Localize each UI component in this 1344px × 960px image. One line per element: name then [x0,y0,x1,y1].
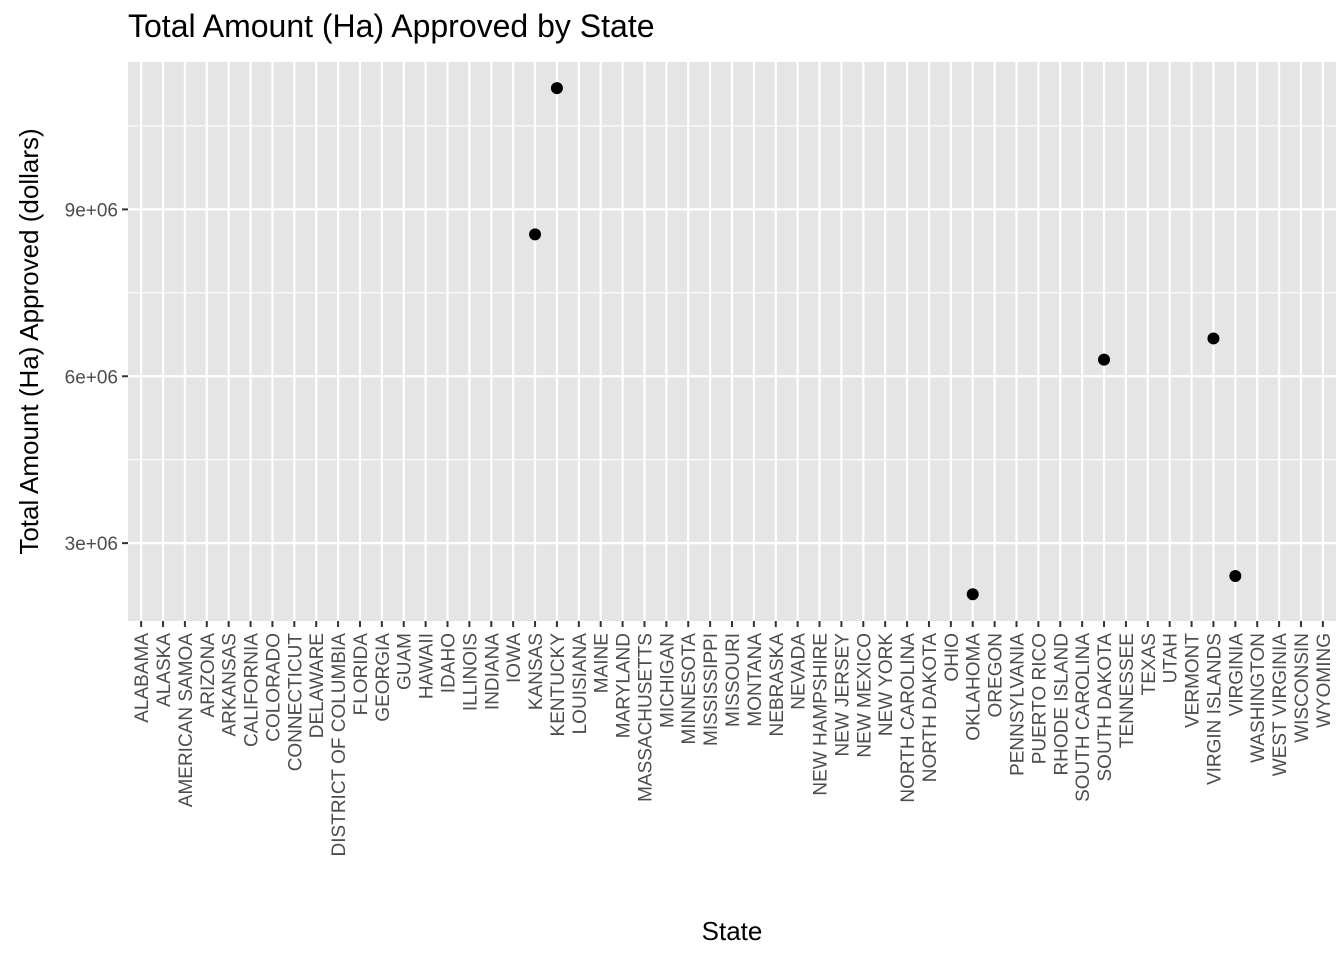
x-tick-label: GUAM [395,633,416,690]
x-tick-label: HAWAII [417,633,438,699]
data-point-0 [529,228,542,241]
y-tick-label: 9e+06 [65,200,118,221]
x-tick-label: TEXAS [1139,633,1160,695]
x-tick-label: SOUTH DAKOTA [1095,633,1116,782]
x-tick-label: NEW HAMPSHIRE [811,633,832,796]
chart-title: Total Amount (Ha) Approved by State [128,8,655,44]
x-tick-label: VIRGINIA [1226,633,1247,717]
x-tick-label: WASHINGTON [1248,633,1269,763]
x-tick-label: ILLINOIS [460,633,481,711]
x-tick-label: RHODE ISLAND [1051,633,1072,776]
x-tick-label: NEW JERSEY [832,633,853,757]
x-tick-label: MARYLAND [614,633,635,738]
x-tick-label: ALASKA [154,633,175,707]
x-tick-label: CONNECTICUT [285,633,306,772]
data-point-4 [1207,332,1220,345]
x-tick-label: NEW YORK [876,633,897,736]
x-tick-label: MASSACHUSETTS [635,633,656,802]
x-tick-label: LOUISIANA [570,633,591,735]
x-tick-label: CALIFORNIA [242,633,263,747]
x-axis-title: State [702,916,763,946]
data-point-5 [1229,569,1242,582]
x-tick-label: COLORADO [263,633,284,742]
x-tick-label: OREGON [986,633,1007,717]
x-tick-label: NEBRASKA [767,633,788,737]
x-tick-label: MINNESOTA [679,633,700,745]
data-point-3 [1098,353,1111,366]
x-tick-label: VIRGIN ISLANDS [1204,633,1225,785]
x-tick-label: PUERTO RICO [1029,633,1050,764]
data-point-1 [550,82,563,95]
x-tick-label: TENNESSEE [1117,633,1138,748]
y-axis-title: Total Amount (Ha) Approved (dollars) [14,128,44,554]
x-tick-label: INDIANA [482,633,503,710]
x-tick-label: WYOMING [1314,633,1335,728]
x-tick-label: FLORIDA [351,633,372,716]
x-tick-label: IOWA [504,633,525,683]
x-tick-label: MISSOURI [723,633,744,727]
x-tick-label: NORTH CAROLINA [898,633,919,803]
x-tick-label: NEW MEXICO [854,633,875,758]
x-tick-label: MONTANA [745,633,766,727]
data-points [529,82,1242,601]
axis-ticks [122,208,1324,627]
x-tick-label: ARIZONA [198,633,219,718]
y-tick-label: 3e+06 [65,534,118,555]
x-tick-label: ALABAMA [132,633,153,723]
x-tick-label: IDAHO [439,633,460,693]
x-tick-label: OHIO [942,633,963,682]
x-tick-label: GEORGIA [373,633,394,722]
x-tick-label: AMERICAN SAMOA [176,633,197,808]
x-tick-label: MISSISSIPPI [701,633,722,746]
x-tick-label: NEVADA [789,633,810,710]
x-tick-label: MICHIGAN [657,633,678,728]
x-tick-label: KANSAS [526,633,547,710]
tick-labels: 3e+06 6e+06 9e+06 ALABAMA ALASKA AMERICAN SAM… [65,200,1335,856]
x-tick-label: ARKANSAS [220,633,241,736]
x-tick-label: SOUTH CAROLINA [1073,633,1094,802]
x-tick-label: MAINE [592,633,613,693]
x-tick-label: DELAWARE [307,633,328,738]
y-tick-label: 6e+06 [65,367,118,388]
x-tick-label: NORTH DAKOTA [920,633,941,783]
x-tick-label: KENTUCKY [548,633,569,737]
x-tick-label: UTAH [1161,633,1182,683]
x-tick-label: VERMONT [1183,633,1204,728]
x-tick-label: WISCONSIN [1292,633,1313,743]
x-tick-label: PENNSYLVANIA [1007,633,1028,776]
x-tick-label: DISTRICT OF COLUMBIA [329,633,350,857]
x-tick-label: OKLAHOMA [964,633,985,741]
grid-lines [128,62,1336,621]
data-point-2 [966,588,979,601]
x-tick-label: WEST VIRGINIA [1270,633,1291,777]
